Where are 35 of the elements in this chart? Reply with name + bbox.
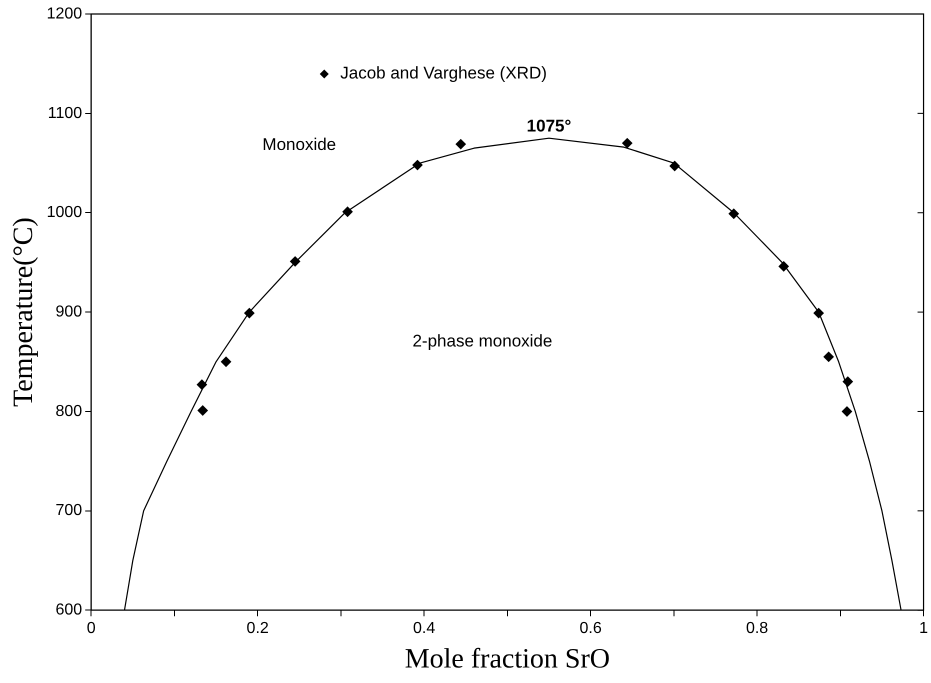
point <box>814 308 824 318</box>
y-tick-label: 1000 <box>46 204 82 222</box>
point <box>842 376 853 387</box>
annotation: 2-phase monoxide <box>412 332 552 351</box>
point <box>342 206 353 217</box>
y-tick-label: 800 <box>55 402 82 420</box>
point <box>290 256 300 267</box>
x-axis-title: Mole fraction SrO <box>404 644 610 675</box>
point <box>196 380 207 390</box>
x-tick-label: 0.2 <box>246 620 269 638</box>
point <box>670 160 680 172</box>
point <box>824 352 834 362</box>
point <box>456 139 466 150</box>
x-tick-label: 0 <box>86 620 96 638</box>
y-axis-title: Temperature(°C) <box>8 217 40 407</box>
point <box>842 406 852 417</box>
x-tick-label: 1 <box>919 620 928 638</box>
point <box>728 208 739 219</box>
annotation: Monoxide <box>262 134 336 154</box>
point <box>244 308 254 318</box>
y-tick-label: 700 <box>55 502 82 520</box>
x-tick-label: 0.8 <box>746 620 768 638</box>
point <box>778 261 789 272</box>
point <box>220 356 232 367</box>
y-tick-label: 1200 <box>46 5 82 22</box>
point <box>622 138 632 148</box>
point <box>412 160 423 170</box>
x-tick-label: 0.4 <box>413 620 436 638</box>
y-tick-label: 900 <box>55 304 82 321</box>
y-tick-label: 1100 <box>48 104 82 122</box>
y-tick-label: 600 <box>55 602 82 619</box>
legend-label: Jacob and Varghese (XRD) <box>340 64 547 83</box>
x-tick-label: 0.6 <box>579 620 602 638</box>
annotation: 1075° <box>526 116 572 136</box>
point <box>198 405 208 416</box>
